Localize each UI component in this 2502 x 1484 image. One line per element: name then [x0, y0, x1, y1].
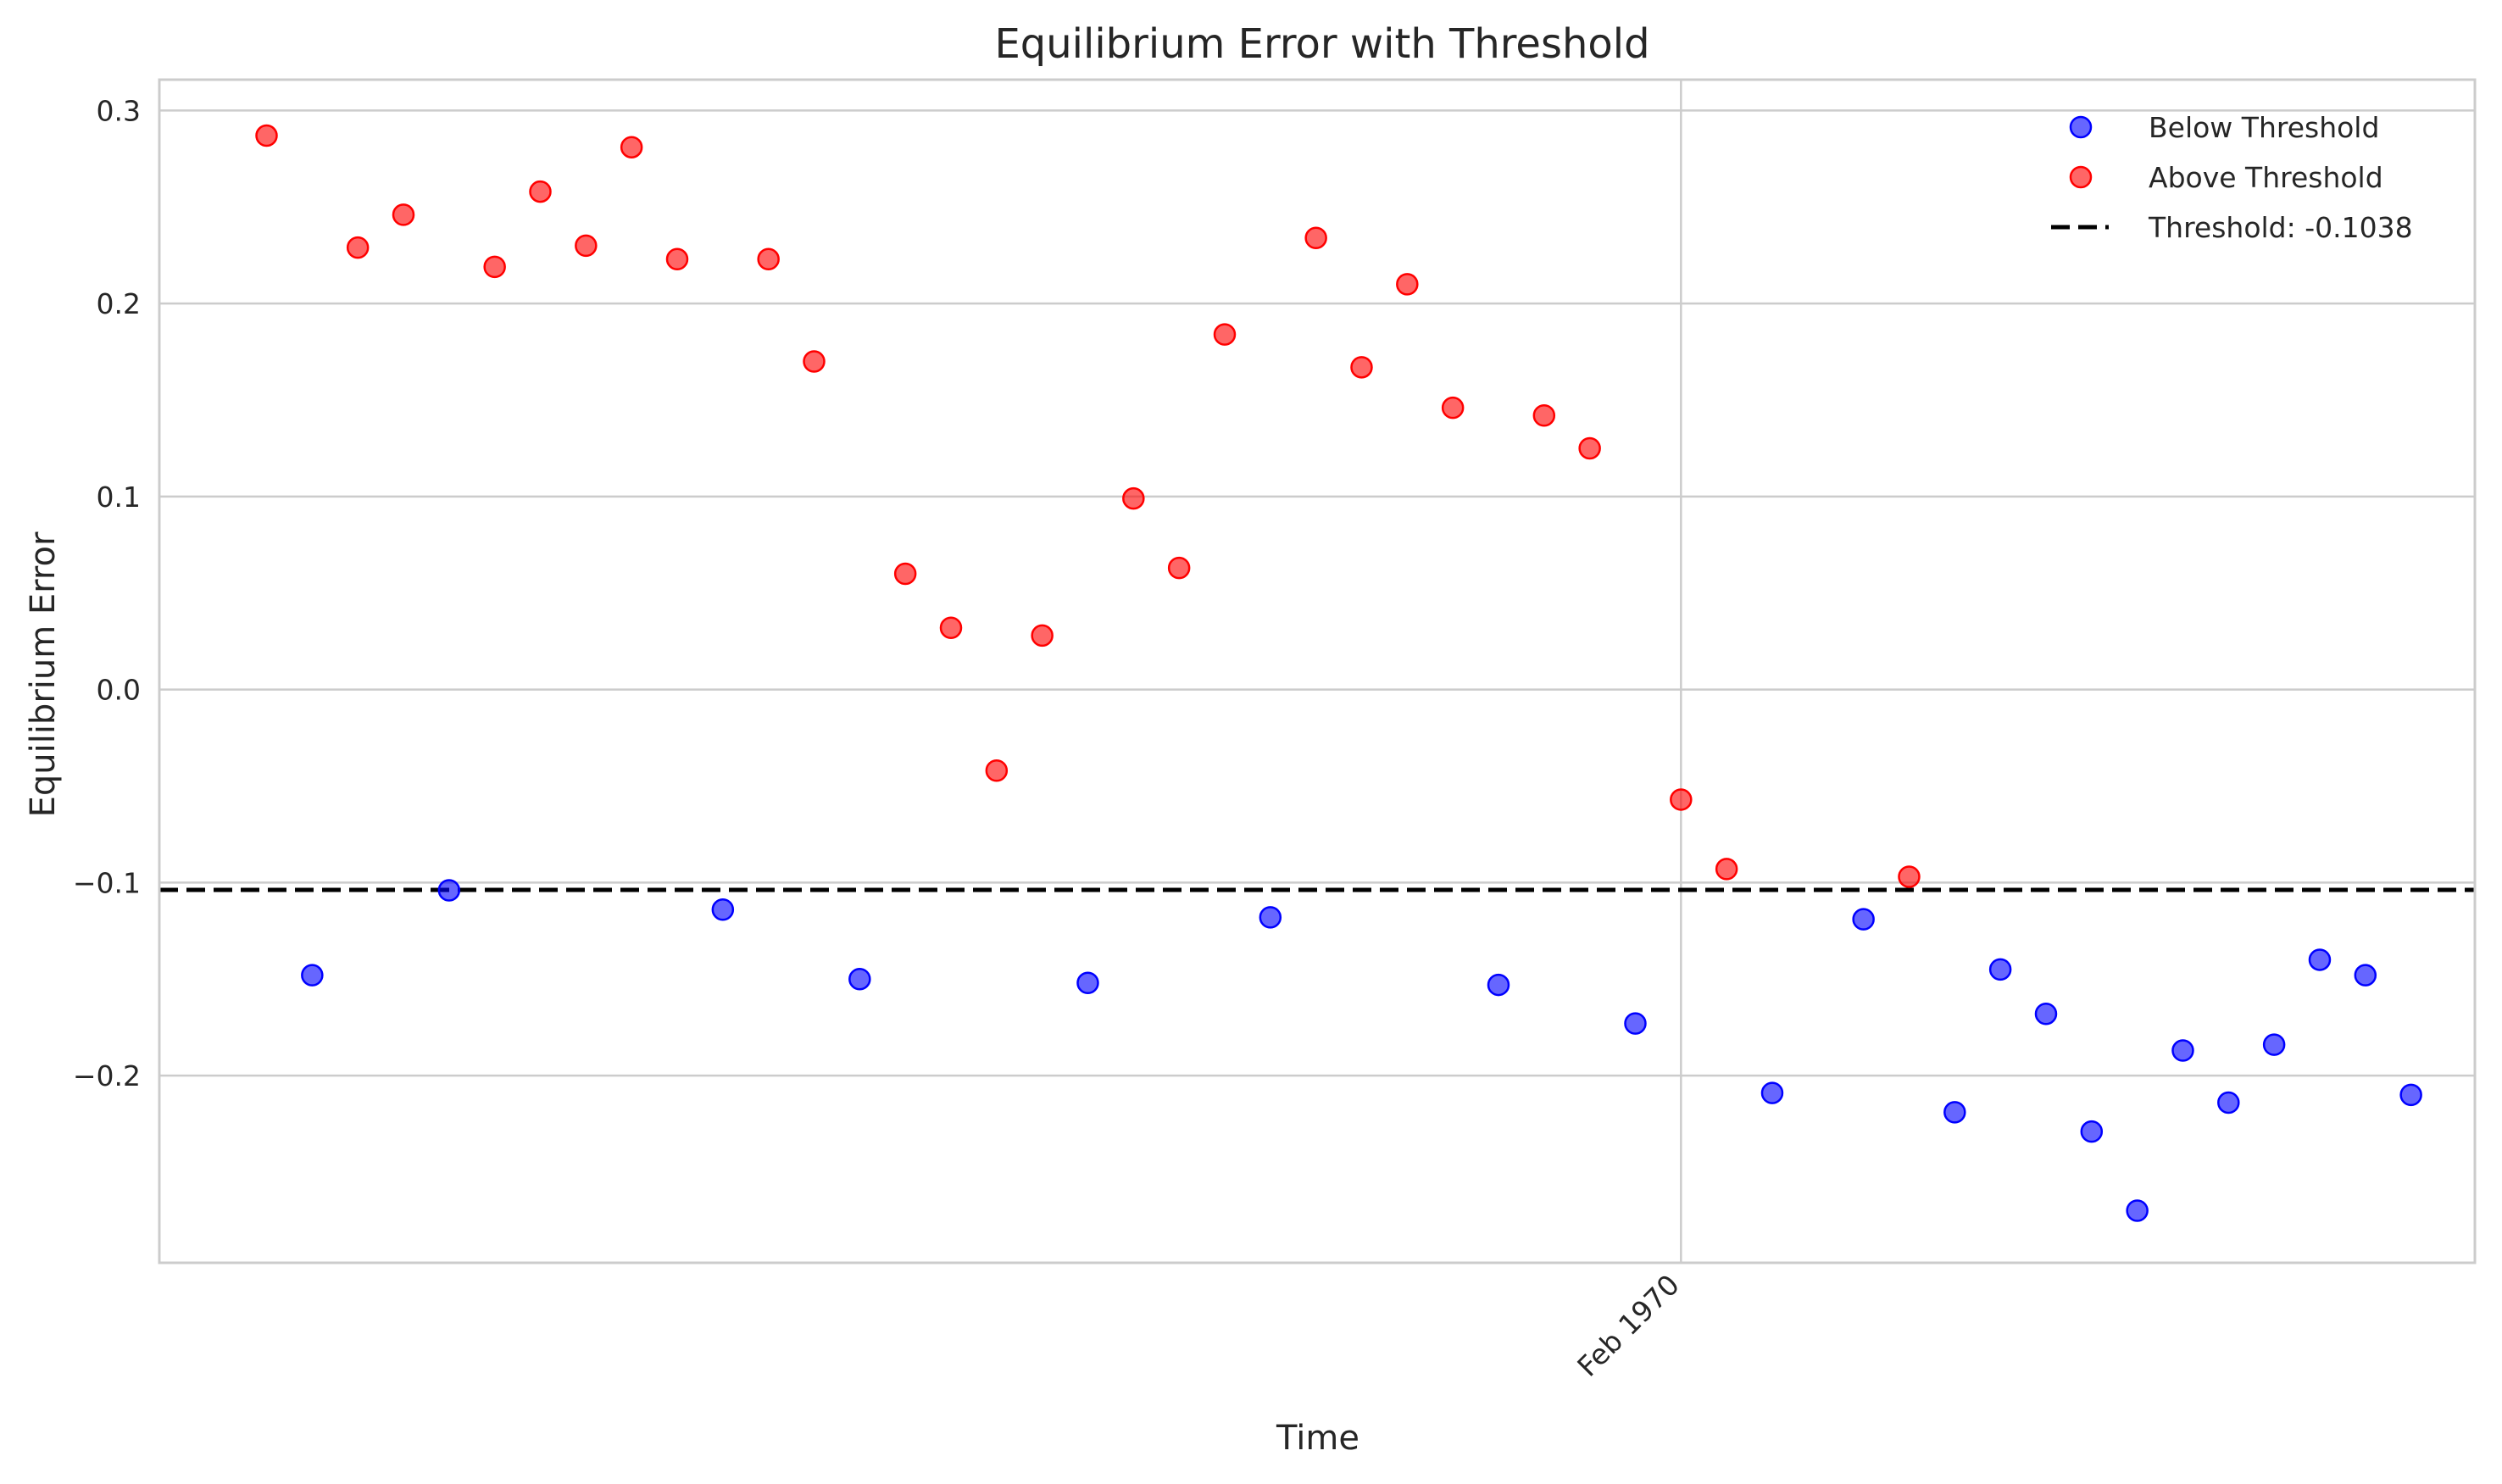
point-below-threshold — [437, 879, 461, 902]
point-above-threshold — [985, 759, 1009, 782]
point-above-threshold — [1715, 858, 1738, 881]
y-tick-label: 0.2 — [97, 287, 141, 320]
point-below-threshold — [711, 898, 735, 921]
point-below-threshold — [2034, 1002, 2058, 1025]
point-above-threshold — [1898, 865, 1921, 888]
legend-marker-above — [2069, 165, 2093, 189]
point-below-threshold — [2308, 948, 2332, 971]
y-tick-label: −0.1 — [73, 866, 141, 899]
point-above-threshold — [803, 350, 826, 373]
x-axis-label: Time — [1276, 1419, 1359, 1458]
point-above-threshold — [1167, 556, 1191, 580]
y-tick-label: −0.2 — [73, 1059, 141, 1092]
legend-marker-below — [2069, 115, 2093, 139]
point-above-threshold — [346, 236, 370, 259]
point-below-threshold — [301, 964, 324, 987]
point-below-threshold — [848, 967, 871, 991]
point-above-threshold — [1670, 788, 1693, 811]
point-below-threshold — [1943, 1101, 1966, 1124]
point-above-threshold — [665, 247, 689, 271]
chart-title: Equilibrium Error with Threshold — [994, 20, 1649, 68]
point-above-threshold — [1213, 323, 1237, 346]
point-above-threshold — [1031, 624, 1054, 648]
legend: Below Threshold Above Threshold Threshol… — [2051, 111, 2413, 244]
point-below-threshold — [1487, 973, 1510, 997]
point-below-threshold — [1259, 906, 1282, 929]
point-below-threshold — [1760, 1081, 1784, 1104]
point-above-threshold — [893, 562, 917, 586]
y-axis-ticks: 0.3 0.2 0.1 0.0 −0.1 −0.2 — [73, 94, 141, 1092]
point-above-threshold — [575, 234, 598, 258]
point-above-threshold — [529, 180, 552, 203]
y-tick-label: 0.0 — [97, 674, 141, 707]
point-above-threshold — [255, 124, 278, 147]
point-above-threshold — [392, 203, 415, 226]
point-below-threshold — [2262, 1033, 2286, 1056]
point-below-threshold — [1076, 971, 1099, 995]
legend-label-below: Below Threshold — [2149, 111, 2379, 144]
point-above-threshold — [1396, 273, 1419, 296]
point-below-threshold — [2399, 1083, 2422, 1107]
point-above-threshold — [1441, 396, 1465, 420]
point-above-threshold — [757, 247, 780, 271]
legend-label-threshold: Threshold: -0.1038 — [2148, 211, 2413, 244]
point-below-threshold — [1624, 1012, 1647, 1035]
y-tick-label: 0.1 — [97, 481, 141, 514]
y-tick-label: 0.3 — [97, 94, 141, 127]
point-below-threshold — [1988, 958, 2012, 981]
point-below-threshold — [2217, 1091, 2240, 1114]
point-below-threshold — [1852, 908, 1875, 931]
point-above-threshold — [1578, 436, 1601, 460]
point-above-threshold — [1350, 356, 1373, 379]
point-above-threshold — [1532, 404, 1556, 427]
point-above-threshold — [939, 616, 963, 640]
point-below-threshold — [2080, 1120, 2104, 1143]
data-points — [255, 124, 2422, 1222]
point-above-threshold — [1304, 226, 1327, 249]
legend-label-above: Above Threshold — [2149, 161, 2383, 194]
plot-frame — [158, 78, 2477, 1264]
point-below-threshold — [2354, 964, 2377, 987]
point-below-threshold — [2126, 1199, 2149, 1222]
point-above-threshold — [483, 255, 506, 279]
point-below-threshold — [2171, 1039, 2194, 1062]
y-axis-label: Equilibrium Error — [24, 531, 63, 817]
point-above-threshold — [1122, 486, 1145, 510]
grid — [159, 80, 2475, 1263]
point-above-threshold — [620, 136, 643, 158]
